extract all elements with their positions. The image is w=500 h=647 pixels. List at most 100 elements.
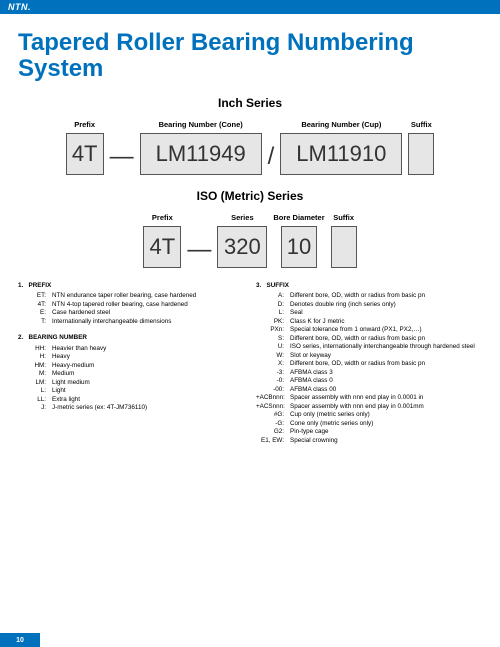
brand-logo: NTN. <box>8 2 31 12</box>
def-desc: AFBMA class 3 <box>290 369 482 378</box>
def-desc: Slot or keyway <box>290 352 482 361</box>
suffix-title: SUFFIX <box>267 282 289 289</box>
inch-prefix-col: Prefix 4T <box>66 120 104 175</box>
def-row: PK:Class K for J metric <box>256 318 482 327</box>
iso-prefix-col: Prefix 4T <box>143 213 181 268</box>
def-desc: Heavy-medium <box>52 362 244 371</box>
def-desc: Light medium <box>52 379 244 388</box>
def-desc: AFBMA class 0 <box>290 377 482 386</box>
def-row: W:Slot or keyway <box>256 352 482 361</box>
inch-cup-label: Bearing Number (Cup) <box>301 120 381 129</box>
def-row: #G:Cup only (metric series only) <box>256 411 482 420</box>
def-desc: Heavier than heavy <box>52 345 244 354</box>
suffix-header: 3. SUFFIX <box>256 282 482 291</box>
def-desc: Case hardened steel <box>52 309 244 318</box>
def-row: +ACSnnn:Spacer assembly with nnn end pla… <box>256 403 482 412</box>
def-code: J: <box>18 404 52 413</box>
def-code: E1, EW: <box>256 437 290 446</box>
def-code: ET: <box>18 292 52 301</box>
iso-series-box: 320 <box>217 226 267 268</box>
inch-suffix-col: Suffix <box>408 120 434 175</box>
def-row: T:Internationally interchangeable dimens… <box>18 318 244 327</box>
inch-prefix-label: Prefix <box>74 120 95 129</box>
def-code: T: <box>18 318 52 327</box>
page-number: 10 <box>0 633 40 647</box>
iso-series-label: Series <box>231 213 254 222</box>
def-row: U:ISO series, internationally interchang… <box>256 343 482 352</box>
def-desc: ISO series, internationally interchangea… <box>290 343 482 352</box>
def-row: PXn:Special tolerance from 1 onward (PX1… <box>256 326 482 335</box>
iso-suffix-col: Suffix <box>331 213 357 268</box>
def-desc: Spacer assembly with nnn end play in 0.0… <box>290 403 482 412</box>
def-row: L:Seal <box>256 309 482 318</box>
def-code: +ACSnnn: <box>256 403 290 412</box>
bearing-header: 2. BEARING NUMBER <box>18 334 244 343</box>
def-desc: Denotes double ring (inch series only) <box>290 301 482 310</box>
def-row: LM:Light medium <box>18 379 244 388</box>
definitions: 1. PREFIX ET:NTN endurance taper roller … <box>18 282 482 454</box>
def-row: HH:Heavier than heavy <box>18 345 244 354</box>
def-row: -G:Cone only (metric series only) <box>256 420 482 429</box>
def-row: E1, EW:Special crowning <box>256 437 482 446</box>
defs-left: 1. PREFIX ET:NTN endurance taper roller … <box>18 282 244 454</box>
def-desc: Seal <box>290 309 482 318</box>
def-code: U: <box>256 343 290 352</box>
iso-heading: ISO (Metric) Series <box>18 189 482 203</box>
def-row: L:Light <box>18 387 244 396</box>
def-code: #G: <box>256 411 290 420</box>
def-desc: NTN 4-top tapered roller bearing, case h… <box>52 301 244 310</box>
defs-right: 3. SUFFIX A:Different bore, OD, width or… <box>256 282 482 454</box>
def-desc: Cup only (metric series only) <box>290 411 482 420</box>
def-desc: Internationally interchangeable dimensio… <box>52 318 244 327</box>
def-code: PK: <box>256 318 290 327</box>
def-desc: Class K for J metric <box>290 318 482 327</box>
suffix-section: 3. SUFFIX A:Different bore, OD, width or… <box>256 282 482 446</box>
iso-diagram: Prefix 4T — Series 320 Bore Diameter 10 … <box>18 213 482 268</box>
def-row: M:Medium <box>18 370 244 379</box>
inch-cup-col: Bearing Number (Cup) LM11910 <box>280 120 402 175</box>
def-desc: AFBMA class 00 <box>290 386 482 395</box>
def-code: S: <box>256 335 290 344</box>
inch-cone-box: LM11949 <box>140 133 262 175</box>
def-code: L: <box>256 309 290 318</box>
def-code: L: <box>18 387 52 396</box>
def-code: HM: <box>18 362 52 371</box>
def-desc: Medium <box>52 370 244 379</box>
dash-separator: — <box>110 145 134 175</box>
def-row: A:Different bore, OD, width or radius fr… <box>256 292 482 301</box>
def-desc: Pin-type cage <box>290 428 482 437</box>
def-code: 4T: <box>18 301 52 310</box>
def-desc: Different bore, OD, width or radius from… <box>290 335 482 344</box>
header-bar: NTN. <box>0 0 500 14</box>
prefix-num: 1. <box>18 282 23 289</box>
def-code: G2: <box>256 428 290 437</box>
def-desc: Light <box>52 387 244 396</box>
def-row: +ACBnnn:Spacer assembly with nnn end pla… <box>256 394 482 403</box>
prefix-title: PREFIX <box>29 282 52 289</box>
inch-cone-col: Bearing Number (Cone) LM11949 <box>140 120 262 175</box>
bearing-num: 2. <box>18 334 23 341</box>
def-desc: Heavy <box>52 353 244 362</box>
def-row: H:Heavy <box>18 353 244 362</box>
prefix-section: 1. PREFIX ET:NTN endurance taper roller … <box>18 282 244 327</box>
def-desc: NTN endurance taper roller bearing, case… <box>52 292 244 301</box>
def-row: -0:AFBMA class 0 <box>256 377 482 386</box>
suffix-items: A:Different bore, OD, width or radius fr… <box>256 292 482 445</box>
iso-suffix-label: Suffix <box>333 213 354 222</box>
page-title: Tapered Roller Bearing Numbering System <box>18 30 482 82</box>
def-code: A: <box>256 292 290 301</box>
def-desc: Special tolerance from 1 onward (PX1, PX… <box>290 326 482 335</box>
def-code: +ACBnnn: <box>256 394 290 403</box>
def-row: J:J-metric series (ex: 4T-JM736110) <box>18 404 244 413</box>
def-code: -G: <box>256 420 290 429</box>
def-desc: Special crowning <box>290 437 482 446</box>
def-row: 4T:NTN 4-top tapered roller bearing, cas… <box>18 301 244 310</box>
inch-suffix-label: Suffix <box>411 120 432 129</box>
inch-cone-label: Bearing Number (Cone) <box>159 120 243 129</box>
def-code: -0: <box>256 377 290 386</box>
def-row: X:Different bore, OD, width or radius fr… <box>256 360 482 369</box>
def-code: X: <box>256 360 290 369</box>
iso-prefix-label: Prefix <box>152 213 173 222</box>
def-desc: Different bore, OD, width or radius from… <box>290 292 482 301</box>
iso-suffix-box <box>331 226 357 268</box>
